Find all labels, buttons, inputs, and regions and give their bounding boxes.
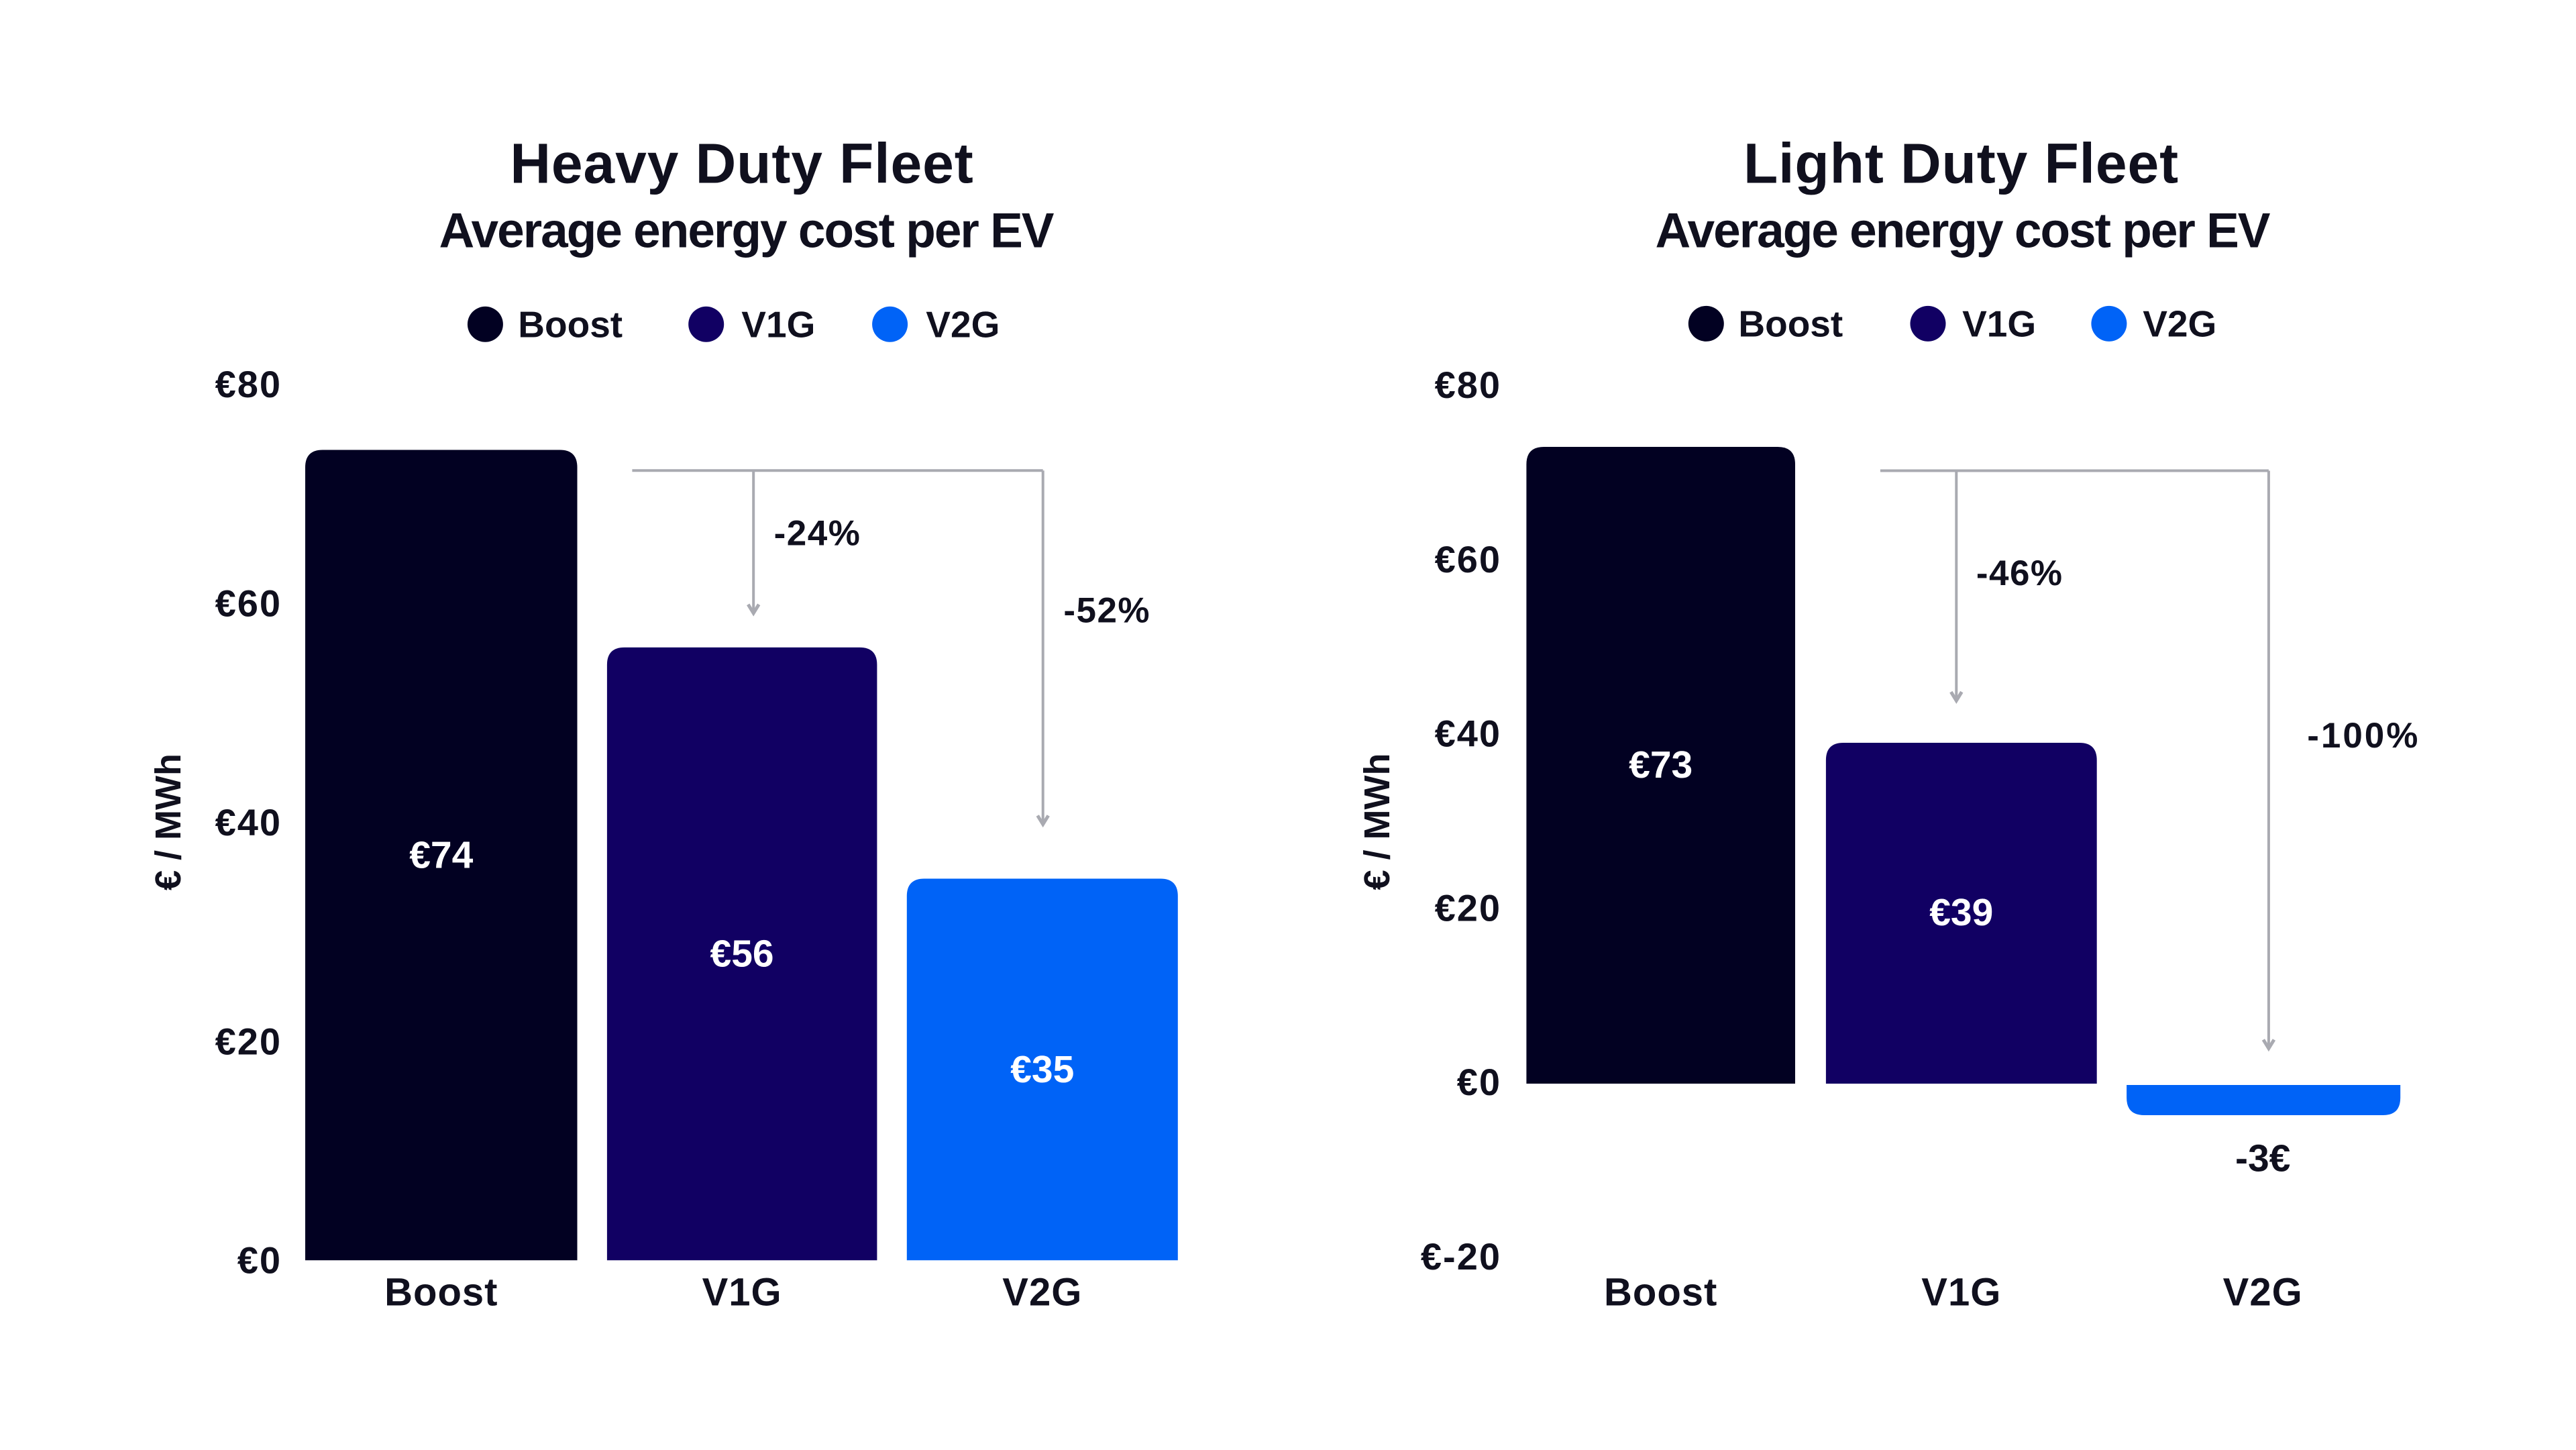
svg-text:€56: €56 (710, 933, 774, 976)
svg-text:-52%: -52% (1063, 590, 1150, 630)
svg-text:Average energy cost per EV: Average energy cost per EV (439, 204, 1054, 258)
svg-text:€74: €74 (409, 833, 473, 876)
svg-text:Boost: Boost (384, 1271, 498, 1314)
svg-text:€73: €73 (1629, 743, 1693, 786)
svg-text:€40: €40 (1435, 713, 1501, 755)
svg-text:€60: €60 (1435, 538, 1501, 580)
svg-text:€20: €20 (1435, 886, 1501, 929)
svg-text:V1G: V1G (702, 1271, 782, 1314)
svg-text:Boost: Boost (1738, 303, 1843, 344)
svg-text:-100%: -100% (2307, 716, 2420, 756)
svg-text:-46%: -46% (1976, 554, 2063, 593)
svg-text:€80: €80 (1435, 364, 1501, 406)
svg-text:€39: €39 (1929, 891, 1993, 934)
svg-text:V1G: V1G (1962, 303, 2036, 344)
svg-text:Heavy Duty Fleet: Heavy Duty Fleet (510, 132, 973, 195)
svg-text:€-20: €-20 (1421, 1235, 1501, 1278)
svg-text:V2G: V2G (2143, 303, 2216, 344)
svg-text:€20: €20 (215, 1020, 282, 1062)
svg-text:€ / MWh: € / MWh (1357, 754, 1397, 890)
svg-text:Boost: Boost (1604, 1271, 1717, 1314)
svg-text:V2G: V2G (2223, 1271, 2303, 1314)
svg-text:€80: €80 (215, 363, 282, 405)
svg-text:V1G: V1G (1921, 1271, 2001, 1314)
svg-text:€60: €60 (215, 582, 282, 625)
svg-text:-24%: -24% (774, 514, 861, 554)
svg-text:-3€: -3€ (2235, 1137, 2290, 1180)
svg-text:€40: €40 (215, 801, 282, 843)
svg-text:€0: €0 (1457, 1061, 1501, 1103)
svg-text:€ / MWh: € / MWh (148, 754, 189, 890)
svg-text:€0: €0 (237, 1239, 282, 1282)
svg-text:€35: €35 (1010, 1048, 1074, 1091)
svg-text:V1G: V1G (741, 303, 815, 345)
svg-text:Average energy cost per EV: Average energy cost per EV (1655, 204, 2270, 258)
svg-text:Boost: Boost (518, 303, 623, 345)
svg-text:V2G: V2G (926, 303, 1000, 345)
svg-text:Light Duty Fleet: Light Duty Fleet (1743, 132, 2179, 195)
svg-text:V2G: V2G (1002, 1271, 1082, 1314)
